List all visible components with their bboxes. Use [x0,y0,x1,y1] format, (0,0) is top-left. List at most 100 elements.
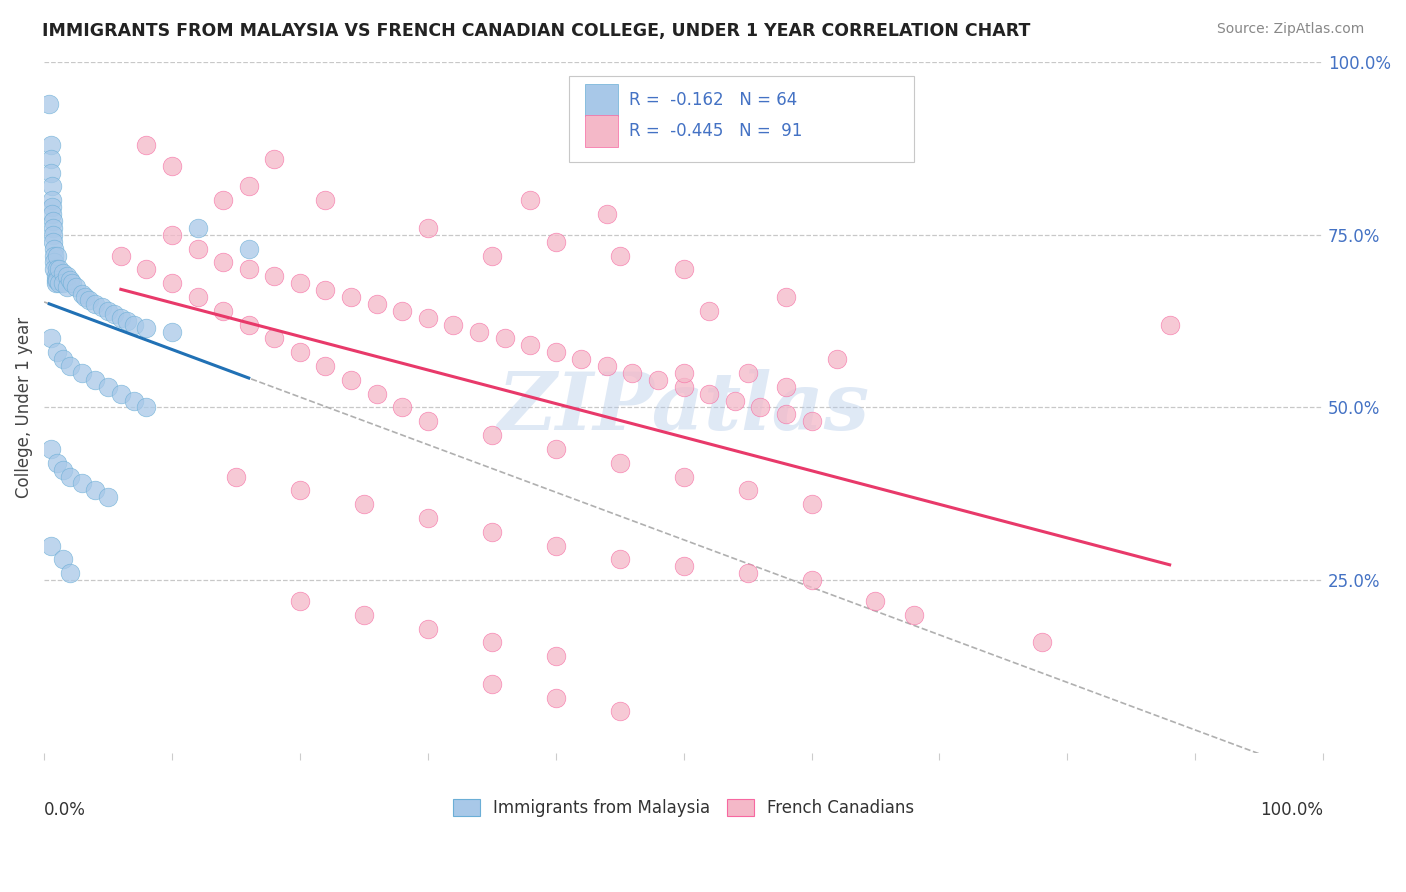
Point [39,331,62,345]
Point [416,511,439,525]
Point [519,194,541,208]
Point [41,179,63,194]
Point [45,269,67,284]
Point [160,276,183,290]
Point [416,220,439,235]
Point [42,220,65,235]
Point [1031,635,1053,649]
Point [187,290,209,304]
Point [42,227,65,242]
Point [135,262,157,277]
Point [340,290,363,304]
Point [596,207,619,221]
Point [110,248,132,262]
Point [41,207,63,221]
Point [45,345,67,359]
Point [416,622,439,636]
Point [44,262,66,277]
Point [44,248,66,262]
Legend: Immigrants from Malaysia, French Canadians: Immigrants from Malaysia, French Canadia… [447,792,921,824]
Point [288,594,311,608]
Point [59,469,82,483]
Point [609,705,631,719]
Text: R =  -0.162   N = 64: R = -0.162 N = 64 [628,91,797,109]
Point [544,235,567,249]
Point [609,552,631,566]
Point [212,303,235,318]
Point [84,483,107,498]
Point [315,194,337,208]
Point [672,469,695,483]
Point [45,456,67,470]
Point [41,200,63,214]
Point [45,273,67,287]
Point [366,297,388,311]
Point [97,303,120,318]
Point [544,690,567,705]
Point [315,359,337,373]
Point [44,242,66,256]
Text: R =  -0.445   N =  91: R = -0.445 N = 91 [628,122,801,140]
Point [110,310,132,325]
Point [609,248,631,262]
Point [775,408,797,422]
Point [212,194,235,208]
Point [103,307,125,321]
Point [45,276,67,290]
Text: 0.0%: 0.0% [44,801,86,819]
Point [39,442,62,456]
Point [672,366,695,380]
Point [288,345,311,359]
Point [225,469,247,483]
Point [288,483,311,498]
Point [621,366,644,380]
Point [90,301,112,315]
Point [52,276,75,290]
Point [697,303,720,318]
Point [72,286,94,301]
Point [441,318,464,332]
FancyBboxPatch shape [585,84,619,116]
Point [416,310,439,325]
Text: ZIPatlas: ZIPatlas [498,368,870,446]
Point [238,179,260,194]
Point [41,194,63,208]
Point [647,373,669,387]
Point [353,497,375,511]
Point [160,227,183,242]
Point [59,566,82,581]
Text: Source: ZipAtlas.com: Source: ZipAtlas.com [1216,22,1364,37]
Point [800,414,823,428]
FancyBboxPatch shape [585,115,619,147]
Point [366,386,388,401]
Point [1159,318,1181,332]
Point [52,463,75,477]
Point [160,325,183,339]
Point [481,428,503,442]
Point [416,414,439,428]
Point [97,380,120,394]
Point [903,607,925,622]
Point [263,152,285,166]
Point [724,393,747,408]
Point [519,338,541,352]
Text: 100.0%: 100.0% [1260,801,1323,819]
Point [263,331,285,345]
Point [52,352,75,367]
Point [39,539,62,553]
Point [48,276,70,290]
Point [596,359,619,373]
Point [42,214,65,228]
Point [609,456,631,470]
Point [737,566,759,581]
Point [72,366,94,380]
Point [122,318,145,332]
Point [800,573,823,587]
Point [52,552,75,566]
Point [800,497,823,511]
Text: IMMIGRANTS FROM MALAYSIA VS FRENCH CANADIAN COLLEGE, UNDER 1 YEAR CORRELATION CH: IMMIGRANTS FROM MALAYSIA VS FRENCH CANAD… [42,22,1031,40]
Point [39,138,62,153]
Point [544,442,567,456]
Point [65,279,87,293]
Point [73,290,96,304]
